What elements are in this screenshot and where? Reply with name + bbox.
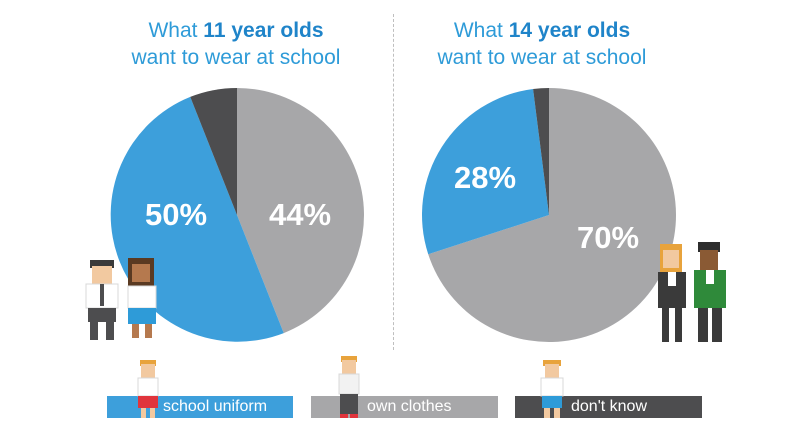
pie-slice-don-t-know (190, 88, 237, 215)
title-age: 14 year olds (508, 19, 631, 42)
title-age: 11 year olds (203, 19, 324, 42)
legend-uniform-kid-icon (137, 360, 159, 418)
legend-dont-know-kid-icon (540, 360, 564, 418)
pie-slice-don-t-know (533, 88, 549, 215)
pie-label-school-uniform: 28% (454, 160, 516, 195)
legend-own-clothes-kid-icon (338, 356, 360, 418)
chart-title-11: What 11 year olds want to wear at school (86, 17, 386, 71)
legend-school-uniform: school uniform (107, 396, 293, 418)
legend-label: don't know (571, 398, 647, 415)
chart-title-14: What 14 year olds want to wear at school (392, 17, 692, 71)
pie-label-school-uniform: 50% (145, 197, 207, 232)
title-prefix: What (453, 19, 509, 42)
pie-slice-own-clothes (428, 88, 677, 342)
pie-slice-school-uniform (422, 89, 549, 255)
title-prefix: What (148, 19, 204, 42)
chart-divider (393, 14, 394, 350)
kids-11-illustration (85, 258, 157, 340)
legend-label: own clothes (367, 398, 452, 415)
pie-label-own-clothes: 70% (577, 220, 639, 255)
title-line2: want to wear at school (131, 46, 341, 69)
title-line2: want to wear at school (437, 46, 647, 69)
legend-label: school uniform (163, 398, 268, 415)
kids-14-illustration (658, 242, 726, 342)
pie-slice-own-clothes (237, 88, 364, 334)
pie-label-own-clothes: 44% (269, 197, 331, 232)
